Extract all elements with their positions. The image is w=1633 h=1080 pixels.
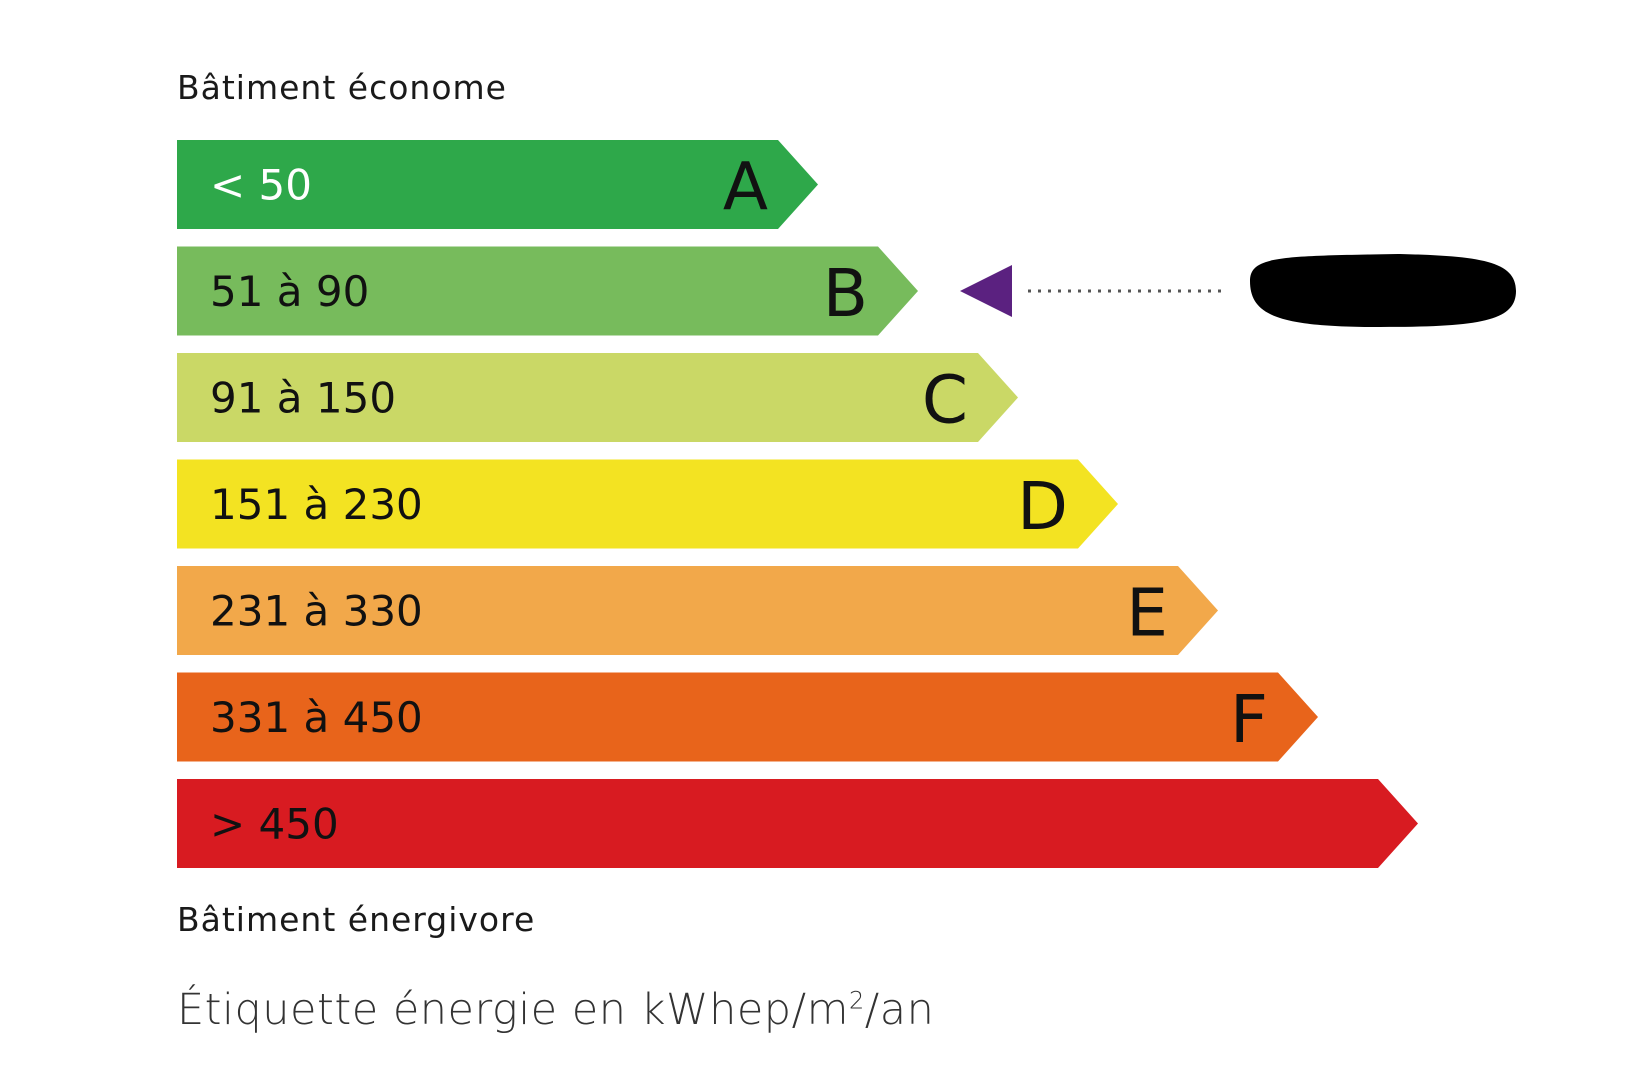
energy-class-bar-A <box>177 140 818 229</box>
energy-class-range: 331 à 450 <box>210 693 423 742</box>
energy-class-bar-G <box>177 779 1418 868</box>
unit-label-suffix: /an <box>864 985 935 1035</box>
energy-class-range: > 450 <box>210 800 339 849</box>
energy-class-range: 231 à 330 <box>210 587 423 636</box>
unit-label: Étiquette énergie en kWhep/m2/an <box>177 985 934 1035</box>
energy-class-letter: E <box>1126 575 1168 652</box>
energy-class-bar-D <box>177 459 1118 549</box>
energy-class-letter: B <box>823 255 868 332</box>
energy-class-bar-E <box>177 566 1218 655</box>
top-label: Bâtiment économe <box>177 68 507 107</box>
unit-label-prefix: Étiquette énergie en kWhep/m <box>177 985 849 1035</box>
energy-class-range: 91 à 150 <box>210 374 396 423</box>
energy-class-range: < 50 <box>210 161 312 210</box>
energy-class-letter: A <box>723 149 768 226</box>
energy-class-range: 151 à 230 <box>210 480 423 529</box>
energy-class-letter: D <box>1017 468 1068 545</box>
energy-class-bar-F <box>177 672 1318 762</box>
unit-label-sup: 2 <box>848 986 865 1015</box>
energy-class-letter: C <box>922 362 968 439</box>
redaction-blob <box>1250 254 1516 327</box>
energy-class-bar-C <box>177 353 1018 442</box>
energy-class-bar-B <box>177 246 918 336</box>
indicator-arrow-icon <box>960 265 1012 317</box>
energy-class-letter: F <box>1230 681 1268 758</box>
energy-class-range: 51 à 90 <box>210 267 369 316</box>
bottom-label: Bâtiment énergivore <box>177 900 536 939</box>
